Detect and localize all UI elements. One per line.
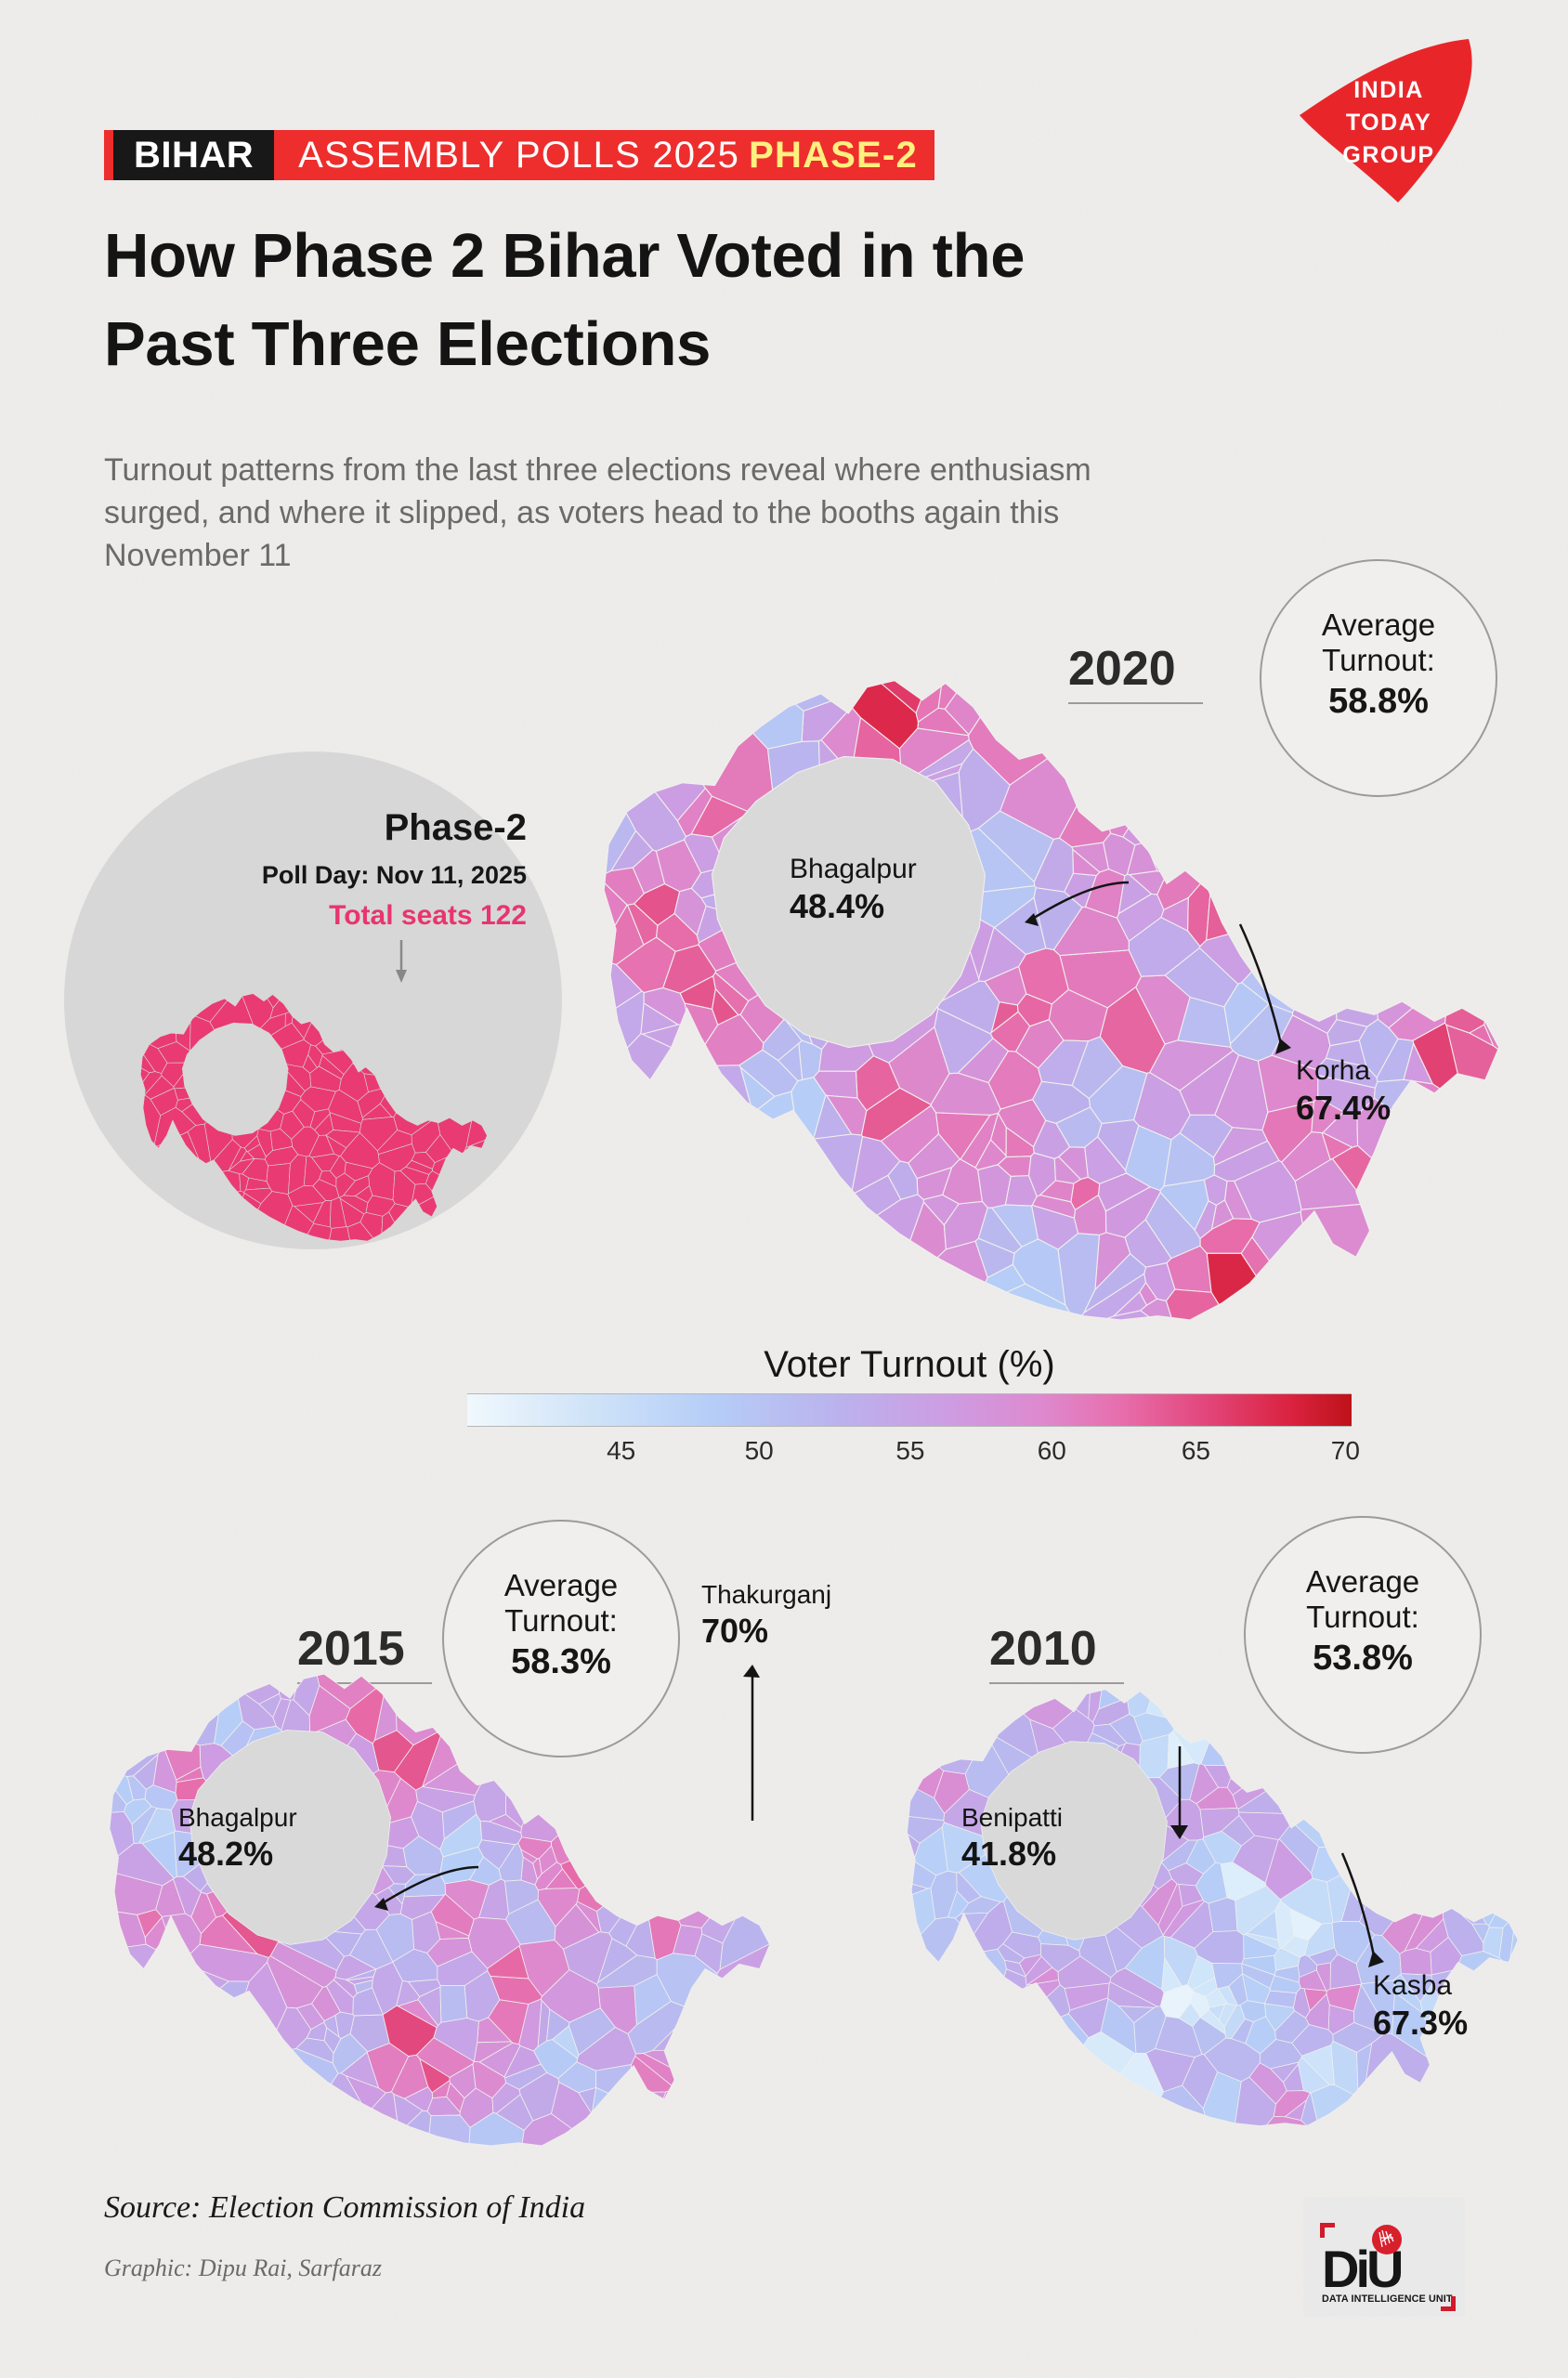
svg-text:GROUP: GROUP <box>1342 142 1434 168</box>
svg-text:INDIA: INDIA <box>1353 77 1424 103</box>
svg-text:DATA INTELLIGENCE UNIT: DATA INTELLIGENCE UNIT <box>1322 2293 1453 2305</box>
svg-text:TODAY: TODAY <box>1346 110 1431 136</box>
